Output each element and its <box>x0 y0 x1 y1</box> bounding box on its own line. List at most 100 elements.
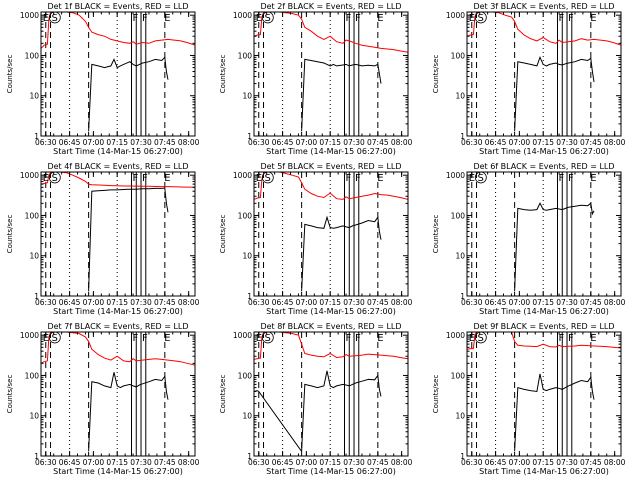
event-marker-label: S <box>265 333 271 344</box>
chart-title: Det 1f BLACK = Events, RED = LLD <box>47 2 188 11</box>
y-tick-label: 1000 <box>20 11 39 20</box>
x-tick-label: 07:15 <box>106 298 128 307</box>
y-tick-label: 1000 <box>446 11 465 20</box>
event-marker-label: F <box>132 333 138 344</box>
x-tick-label: 07:30 <box>130 298 152 307</box>
x-tick-label: 07:45 <box>367 298 389 307</box>
event-marker-label: E <box>164 173 170 184</box>
x-tick-label: 06:30 <box>35 458 57 467</box>
event-marker-label: E <box>590 13 596 24</box>
events-series-line <box>514 55 595 132</box>
x-axis-label: Start Time (14-Mar-15 06:27:00) <box>53 307 183 316</box>
x-axis-label: Start Time (14-Mar-15 06:27:00) <box>479 147 609 156</box>
y-tick-label: 1000 <box>233 11 252 20</box>
y-tick-label: 1 <box>460 132 465 141</box>
x-tick-label: 06:30 <box>248 458 270 467</box>
chart-title: Det 7f BLACK = Events, RED = LLD <box>47 322 188 331</box>
y-axis-label: Counts/sec <box>432 215 440 254</box>
x-tick-label: 07:30 <box>556 138 578 147</box>
x-axis-label: Start Time (14-Mar-15 06:27:00) <box>479 467 609 476</box>
x-tick-label: 07:45 <box>580 298 602 307</box>
event-marker-label: E <box>256 173 262 184</box>
y-axis-label: Counts/sec <box>6 55 14 94</box>
y-tick-label: 100 <box>451 211 466 220</box>
x-tick-label: 06:30 <box>461 138 483 147</box>
event-marker-label: S <box>52 173 58 184</box>
y-tick-label: 1 <box>247 292 252 301</box>
x-tick-label: 07:45 <box>580 138 602 147</box>
x-tick-label: 07:00 <box>83 298 105 307</box>
events-series-line <box>301 58 382 132</box>
event-marker-label: E <box>590 173 596 184</box>
event-marker-label: E <box>377 173 383 184</box>
event-marker-label: F <box>132 13 138 24</box>
y-tick-label: 100 <box>238 51 253 60</box>
y-axis-label: Counts/sec <box>219 375 227 414</box>
x-tick-label: 07:45 <box>154 458 176 467</box>
chart-title: Det 3f BLACK = Events, RED = LLD <box>473 2 614 11</box>
plot-frame <box>253 171 409 297</box>
x-tick-label: 07:00 <box>296 138 318 147</box>
event-marker-label: E <box>256 13 262 24</box>
event-marker-label: E <box>377 333 383 344</box>
lld-series-line <box>41 172 195 188</box>
lld-series-line <box>254 172 408 200</box>
x-tick-label: 07:30 <box>343 298 365 307</box>
plot-frame <box>253 11 409 137</box>
event-marker-label: F <box>355 173 361 184</box>
x-tick-label: 07:00 <box>296 458 318 467</box>
event-marker-label: S <box>52 13 58 24</box>
x-tick-label: 08:00 <box>178 298 200 307</box>
x-axis-label: Start Time (14-Mar-15 06:27:00) <box>53 147 183 156</box>
x-tick-label: 07:45 <box>367 138 389 147</box>
event-marker-label: E <box>469 13 475 24</box>
x-tick-label: 07:15 <box>319 298 341 307</box>
event-marker-label: S <box>478 13 484 24</box>
plot-frame <box>466 331 622 457</box>
events-series-line <box>254 370 382 453</box>
event-marker-label: F <box>568 173 574 184</box>
y-tick-label: 1 <box>247 452 252 461</box>
x-tick-label: 08:00 <box>604 138 626 147</box>
x-tick-label: 07:00 <box>83 458 105 467</box>
y-tick-label: 1000 <box>233 331 252 340</box>
x-axis-label: Start Time (14-Mar-15 06:27:00) <box>266 147 396 156</box>
chart-title: Det 8f BLACK = Events, RED = LLD <box>260 322 401 331</box>
y-tick-label: 100 <box>238 211 253 220</box>
y-tick-label: 100 <box>451 371 466 380</box>
chart-title: Det 5f BLACK = Events, RED = LLD <box>260 162 401 171</box>
x-tick-label: 06:30 <box>248 298 270 307</box>
y-tick-label: 10 <box>455 92 465 101</box>
series-group <box>467 172 595 292</box>
x-tick-label: 06:45 <box>272 298 294 307</box>
event-marker-label: F <box>558 333 564 344</box>
plot-frame <box>40 331 196 457</box>
x-axis-label: Start Time (14-Mar-15 06:27:00) <box>479 307 609 316</box>
event-marker-label: E <box>164 333 170 344</box>
x-tick-label: 06:30 <box>35 298 57 307</box>
chart-title: Det 6f BLACK = Events, RED = LLD <box>473 162 614 171</box>
y-tick-label: 1000 <box>446 171 465 180</box>
series-group <box>254 332 408 453</box>
series-group <box>254 172 408 292</box>
lld-series-line <box>467 12 621 46</box>
x-tick-label: 07:30 <box>343 458 365 467</box>
event-marker-label: F <box>142 13 148 24</box>
y-axis-label: Counts/sec <box>6 215 14 254</box>
y-tick-label: 1000 <box>20 171 39 180</box>
chart-title: Det 4f BLACK = Events, RED = LLD <box>47 162 188 171</box>
event-marker-label: F <box>345 333 351 344</box>
x-tick-label: 06:30 <box>35 138 57 147</box>
x-tick-label: 08:00 <box>604 458 626 467</box>
x-tick-label: 06:30 <box>248 138 270 147</box>
x-tick-label: 08:00 <box>178 138 200 147</box>
y-axis-label: Counts/sec <box>6 375 14 414</box>
plot-frame <box>466 171 622 297</box>
plot-frame <box>40 11 196 137</box>
